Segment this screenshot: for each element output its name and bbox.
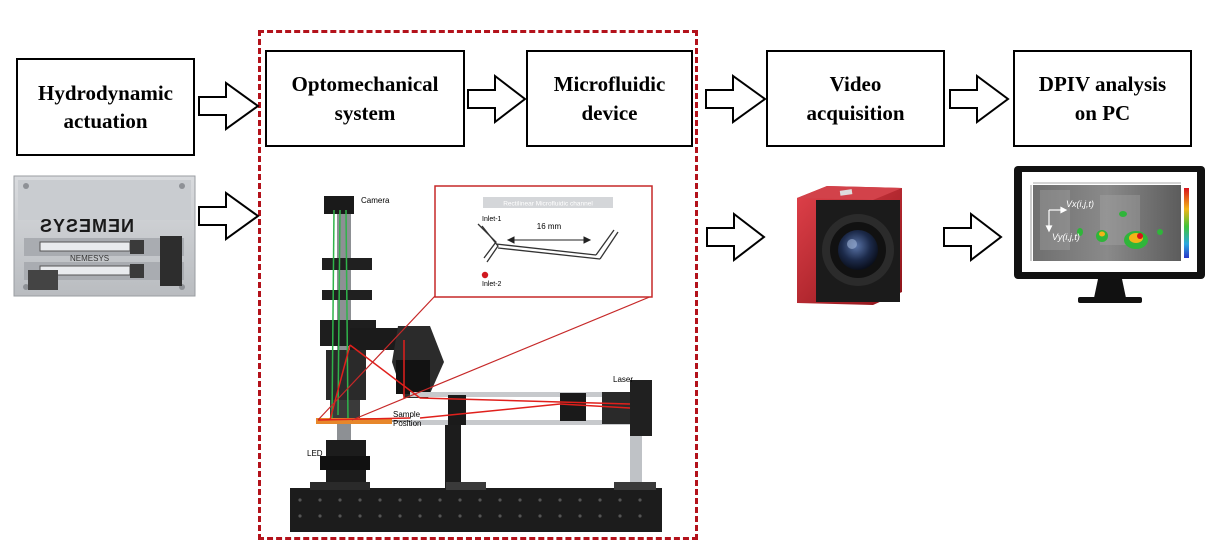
sample-position-label: Sample Position — [393, 410, 422, 428]
monitor-image: Vx(i,j,t) Vy(i,j,t) — [1014, 166, 1205, 303]
arrow-pump-to-setup — [198, 191, 260, 241]
video-acquisition-box: Video acquisition — [766, 50, 945, 147]
pump-brand-mirrored: NEMESYS — [39, 216, 134, 236]
inlet-2-label: Inlet-2 — [482, 281, 502, 288]
syringe-pump-image: NEMESYS NEMESYS — [13, 175, 196, 297]
arrow-camera-to-pc — [943, 211, 1003, 263]
channel-length-label: 16 mm — [537, 222, 562, 231]
led-label: LED — [307, 449, 323, 458]
dpiv-analysis-label: DPIV analysis on PC — [1038, 72, 1167, 125]
optomechanical-system-label: Optomechanical system — [291, 72, 439, 125]
optomechanical-system-box: Optomechanical system — [265, 50, 465, 147]
microfluidic-channel-inset: Rectilinear Microfluidic channel Inlet-1… — [317, 185, 653, 421]
camera-image — [797, 186, 902, 305]
arrow-opto-to-micro — [467, 73, 527, 125]
arrow-setup-to-camera — [706, 211, 766, 263]
camera-label: Camera — [361, 196, 390, 205]
sample-position-line2: Position — [393, 419, 421, 428]
arrow-hydro-to-opto — [198, 81, 260, 131]
arrow-video-to-dpiv — [949, 74, 1010, 124]
inlet-1-label: Inlet-1 — [482, 216, 502, 223]
optomechanical-group-border — [258, 30, 698, 540]
dpiv-analysis-box: DPIV analysis on PC — [1013, 50, 1192, 147]
microfluidic-device-box: Microfluidic device — [526, 50, 693, 147]
video-acquisition-label: Video acquisition — [806, 72, 905, 125]
vx-label: Vx(i,j,t) — [1066, 199, 1094, 209]
optomechanical-setup-image: Camera LED Laser — [290, 196, 662, 532]
svg-text:NEMESYS: NEMESYS — [70, 254, 109, 263]
hydrodynamic-actuation-label: Hydrodynamic actuation — [38, 80, 173, 133]
sample-position-line1: Sample — [393, 410, 421, 419]
hydrodynamic-actuation-box: Hydrodynamic actuation — [16, 58, 195, 156]
laser-label: Laser — [613, 375, 633, 384]
vy-label: Vy(i,j,t) — [1052, 232, 1080, 242]
channel-title: Rectilinear Microfluidic channel — [503, 201, 593, 208]
arrow-micro-to-video — [705, 74, 767, 124]
microfluidic-device-label: Microfluidic device — [553, 72, 666, 125]
